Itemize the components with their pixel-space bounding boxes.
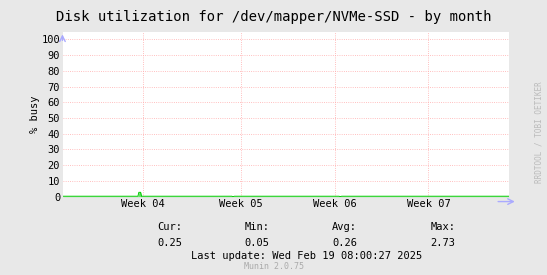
Text: Last update: Wed Feb 19 08:00:27 2025: Last update: Wed Feb 19 08:00:27 2025: [191, 251, 422, 261]
Text: Munin 2.0.75: Munin 2.0.75: [243, 262, 304, 271]
Text: Max:: Max:: [430, 222, 456, 232]
Text: RRDTOOL / TOBI OETIKER: RRDTOOL / TOBI OETIKER: [534, 81, 543, 183]
Y-axis label: % busy: % busy: [30, 95, 40, 133]
Text: Min:: Min:: [245, 222, 270, 232]
Text: 0.26: 0.26: [332, 238, 357, 248]
Text: 0.25: 0.25: [157, 238, 182, 248]
Text: Disk utilization for /dev/mapper/NVMe-SSD - by month: Disk utilization for /dev/mapper/NVMe-SS…: [56, 10, 491, 24]
Text: 2.73: 2.73: [430, 238, 456, 248]
Text: Avg:: Avg:: [332, 222, 357, 232]
Text: 0.05: 0.05: [245, 238, 270, 248]
Text: Cur:: Cur:: [157, 222, 182, 232]
